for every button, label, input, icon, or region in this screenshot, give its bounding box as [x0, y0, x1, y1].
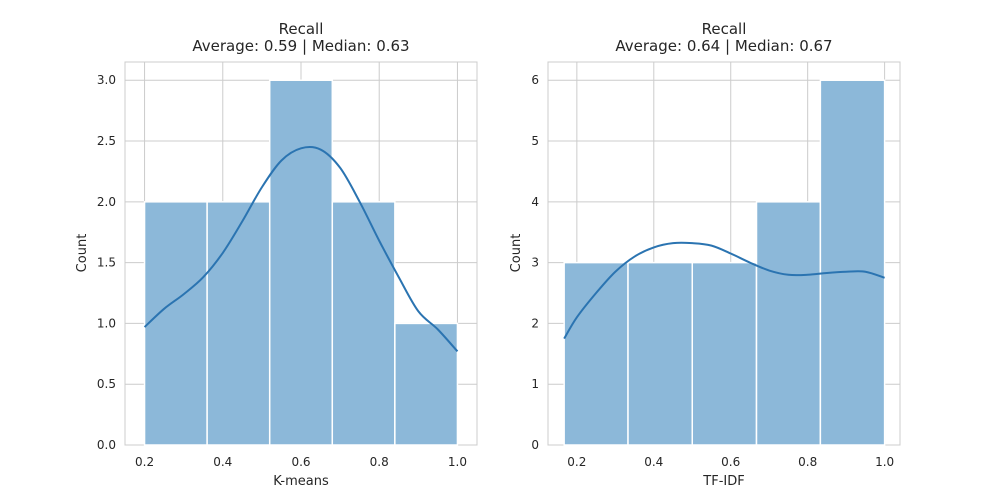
kde-line [143, 146, 459, 353]
x-tick-label: 0.4 [213, 455, 232, 469]
x-tick-label: 0.2 [135, 455, 154, 469]
y-tick-label: 3 [531, 256, 539, 270]
y-tick-label: 0.5 [97, 377, 116, 391]
x-tick-label: 0.2 [567, 455, 586, 469]
x-tick-label: 1.0 [875, 455, 894, 469]
y-tick-label: 5 [531, 134, 539, 148]
histogram-bar [755, 201, 822, 446]
x-tick-label: 0.6 [721, 455, 740, 469]
x-tick-label: 0.8 [798, 455, 817, 469]
x-tick-label: 0.8 [370, 455, 389, 469]
histogram-bar [394, 322, 459, 446]
x-axis-label: TF-IDF [702, 474, 744, 489]
histogram-bar [563, 261, 629, 446]
y-tick-label: 1 [531, 377, 539, 391]
tfidf-recall-chart: 0.2 0.4 0.6 0.8 1.0 0 1 2 3 4 5 6 Recall Average: 0… [509, 20, 901, 489]
y-tick-label: 2 [531, 316, 539, 330]
y-tick-label: 4 [531, 195, 539, 209]
x-tick-label: 0.6 [291, 455, 310, 469]
y-tick-label: 0 [531, 438, 539, 452]
kde-line [563, 241, 885, 340]
y-tick-label: 6 [531, 73, 539, 87]
histogram-bar [268, 79, 334, 446]
y-tick-label: 1.0 [97, 316, 116, 330]
y-tick-label: 2.0 [97, 195, 116, 209]
histogram-bar [143, 201, 208, 446]
histogram-bar [627, 261, 694, 446]
chart-subtitle: Average: 0.64 | Median: 0.67 [615, 37, 832, 55]
chart-title: Recall [702, 20, 747, 38]
y-axis-label: Count [509, 234, 524, 273]
y-tick-label: 1.5 [97, 256, 116, 270]
chart-title: Recall [279, 20, 324, 38]
y-tick-label: 0.0 [97, 438, 116, 452]
histogram-bar [331, 201, 396, 446]
x-tick-label: 0.4 [644, 455, 663, 469]
chart-subtitle: Average: 0.59 | Median: 0.63 [192, 37, 409, 55]
histogram-bar [691, 261, 758, 446]
kmeans-recall-chart: 0.2 0.4 0.6 0.8 1.0 0.0 0.5 1.0 1.5 2.0 2.5 3.0 Rec… [75, 20, 478, 489]
histogram-bar [819, 79, 886, 446]
histogram-bar [206, 201, 271, 446]
x-tick-label: 1.0 [448, 455, 467, 469]
x-axis-label: K-means [273, 474, 329, 489]
y-tick-label: 3.0 [97, 73, 116, 87]
y-tick-label: 2.5 [97, 134, 116, 148]
y-axis-label: Count [75, 234, 90, 273]
